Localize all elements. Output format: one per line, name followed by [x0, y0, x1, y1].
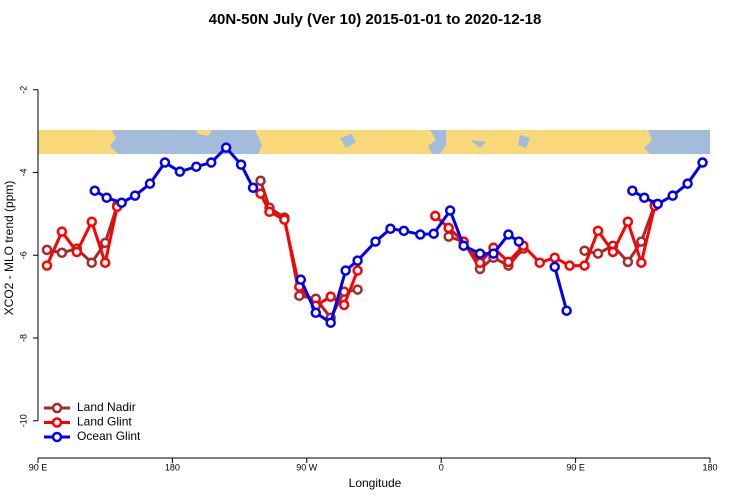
- x-tick-label: 90 W: [296, 462, 318, 472]
- data-point: [71, 246, 83, 258]
- x-tick-label: 180: [702, 462, 717, 472]
- data-point: [255, 175, 266, 187]
- data-point: [86, 257, 98, 268]
- data-point: [415, 229, 426, 240]
- data-point: [549, 261, 560, 273]
- data-point: [220, 142, 232, 153]
- series-line: [45, 206, 119, 269]
- x-tick-label: 0: [439, 462, 444, 472]
- data-point: [310, 307, 322, 319]
- y-axis-label: XCO2 - MLO trend (ppm): [2, 181, 16, 316]
- data-point: [607, 246, 619, 258]
- legend-label: Land Glint: [77, 415, 132, 429]
- data-point: [627, 185, 638, 196]
- data-point: [444, 205, 456, 216]
- data-point: [159, 157, 171, 168]
- data-point: [503, 256, 514, 268]
- legend-marker: [51, 431, 63, 443]
- data-point: [622, 216, 634, 227]
- data-point: [89, 185, 100, 196]
- data-point: [592, 248, 604, 259]
- series-line: [553, 266, 569, 312]
- data-point: [352, 255, 363, 266]
- x-tick-label: 180: [165, 462, 180, 472]
- data-point: [429, 210, 441, 222]
- data-point: [458, 240, 469, 251]
- data-point: [503, 229, 514, 240]
- data-point: [129, 190, 141, 201]
- data-point: [579, 260, 590, 271]
- data-point: [697, 157, 708, 168]
- data-point: [667, 190, 678, 201]
- data-point: [174, 166, 186, 177]
- data-point: [235, 159, 247, 170]
- data-point: [56, 226, 68, 237]
- data-point: [86, 216, 98, 227]
- series-line: [93, 145, 255, 205]
- x-tick-label: 90 E: [29, 462, 48, 472]
- data-point: [622, 256, 634, 268]
- data-point: [443, 222, 454, 234]
- y-tick-label: -6: [18, 251, 28, 259]
- data-point: [255, 188, 266, 199]
- data-point: [592, 225, 604, 237]
- series-line: [434, 205, 657, 269]
- data-point: [564, 260, 575, 271]
- data-point: [534, 257, 546, 268]
- data-point: [264, 206, 275, 218]
- data-point: [652, 198, 663, 210]
- data-point: [579, 245, 590, 256]
- data-point: [474, 248, 486, 259]
- data-point: [398, 225, 410, 237]
- data-point: [513, 236, 525, 247]
- data-point: [428, 228, 439, 239]
- y-tick-label: -2: [18, 86, 28, 94]
- data-point: [561, 305, 572, 316]
- data-point: [325, 291, 336, 302]
- data-point: [295, 274, 307, 285]
- data-point: [294, 290, 305, 302]
- legend-marker: [51, 402, 63, 414]
- data-point: [41, 244, 53, 256]
- data-point: [325, 317, 336, 328]
- x-axis-label: Longitude: [349, 476, 402, 490]
- legend-label: Land Nadir: [77, 400, 136, 414]
- data-point: [488, 248, 499, 259]
- y-tick-label: -8: [18, 334, 28, 342]
- y-tick-label: -4: [18, 168, 28, 176]
- data-point: [116, 197, 127, 208]
- map-strip: [38, 130, 710, 154]
- legend-marker: [51, 417, 63, 428]
- data-point: [56, 247, 68, 259]
- data-point: [443, 231, 454, 242]
- data-point: [682, 178, 693, 189]
- data-point: [340, 265, 351, 276]
- data-point: [385, 223, 396, 235]
- data-point: [99, 257, 111, 268]
- data-point: [549, 252, 560, 263]
- data-point: [370, 236, 381, 247]
- data-point: [352, 265, 363, 276]
- data-point: [41, 260, 53, 271]
- data-point: [279, 214, 290, 225]
- data-point: [205, 157, 217, 168]
- data-point: [352, 284, 363, 295]
- y-tick-label: -10: [18, 414, 28, 427]
- series-line: [299, 207, 520, 326]
- data-point: [338, 299, 350, 311]
- data-point: [639, 192, 650, 203]
- data-point: [101, 192, 112, 203]
- data-point: [636, 257, 647, 268]
- data-point: [144, 178, 156, 189]
- data-point: [474, 257, 486, 268]
- x-tick-label: 90 E: [566, 462, 585, 472]
- legend-label: Ocean Glint: [77, 429, 141, 443]
- data-point: [247, 182, 259, 194]
- chart-title: 40N-50N July (Ver 10) 2015-01-01 to 2020…: [209, 11, 542, 28]
- data-point: [191, 161, 202, 172]
